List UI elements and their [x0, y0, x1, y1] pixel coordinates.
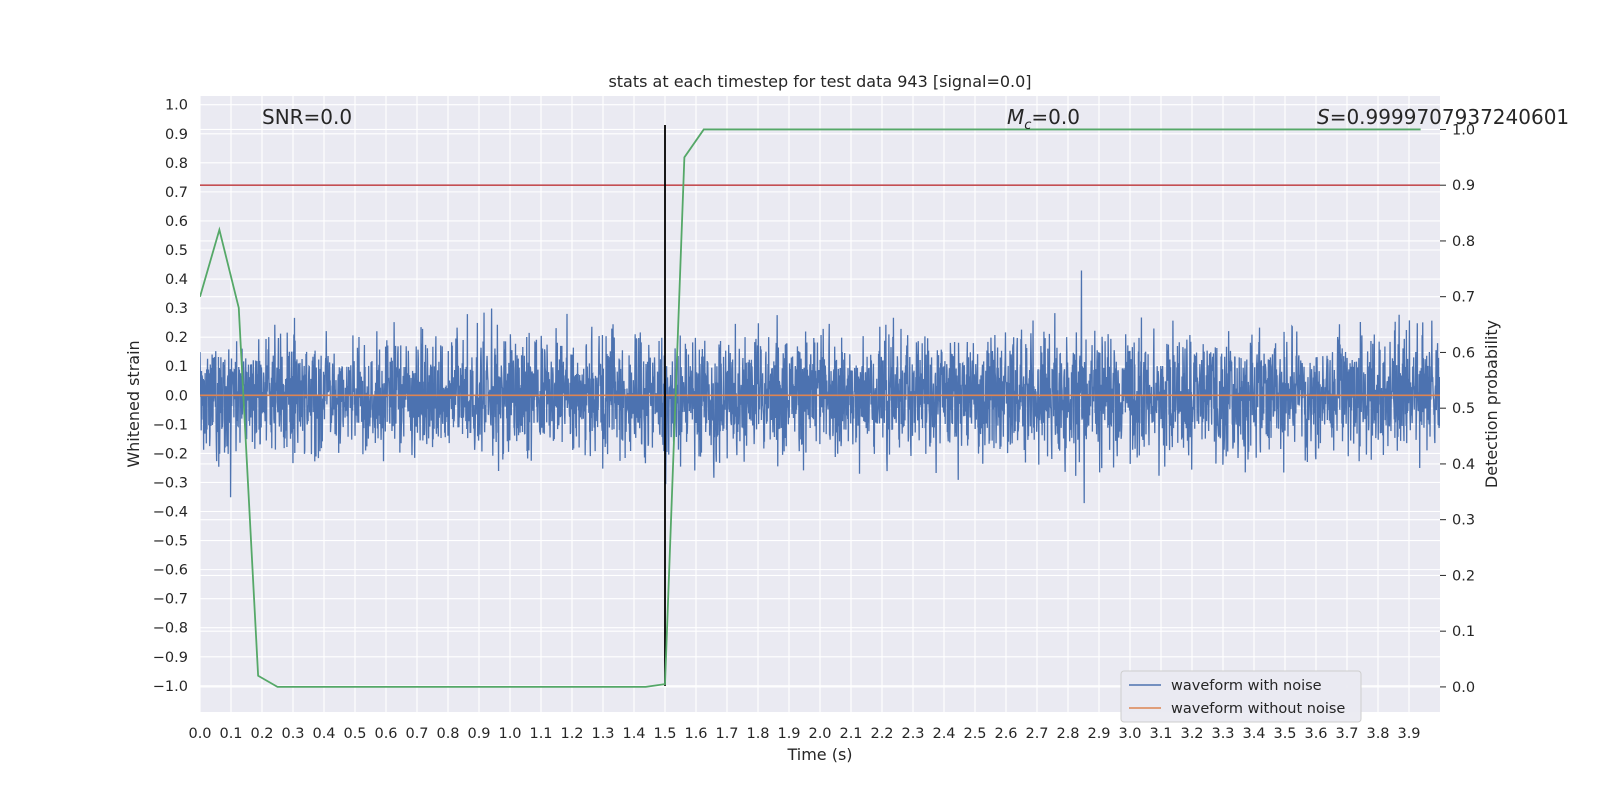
x-tick-label: 1.3 [591, 726, 614, 742]
mc-annotation: Mc=0.0 [1007, 105, 1080, 133]
y-tick-label: 0.6 [165, 214, 188, 230]
x-tick-label: 3.2 [1180, 726, 1203, 742]
x-tick-label: 2.2 [870, 726, 893, 742]
snr-annotation: SNR=0.0 [262, 105, 352, 129]
x-tick-label: 0.7 [405, 726, 428, 742]
y2-axis-label: Detection probability [1482, 320, 1501, 488]
x-tick-label: 1.7 [715, 726, 738, 742]
y2-tick-label: 0.8 [1452, 234, 1475, 250]
y2-tick-label: 0.5 [1452, 401, 1475, 417]
x-tick-label: 2.4 [932, 726, 955, 742]
y-tick-label: 1.0 [165, 98, 188, 114]
x-tick-label: 3.9 [1397, 726, 1420, 742]
y-axis-label: Whitened strain [124, 340, 143, 467]
y2-tick-label: 0.2 [1452, 568, 1475, 584]
x-tick-label: 1.8 [746, 726, 769, 742]
x-tick-label: 2.7 [1025, 726, 1048, 742]
y-tick-label: −0.5 [153, 534, 188, 550]
x-tick-label: 2.1 [839, 726, 862, 742]
x-tick-label: 1.0 [498, 726, 521, 742]
x-tick-label: 0.4 [312, 726, 335, 742]
s-symbol: S [1317, 105, 1330, 129]
x-tick-label: 3.0 [1118, 726, 1141, 742]
x-tick-label: 1.4 [622, 726, 645, 742]
legend-box [1120, 670, 1362, 723]
x-tick-label: 3.7 [1335, 726, 1358, 742]
y2-tick-label: 0.9 [1452, 178, 1475, 194]
x-tick-label: 2.8 [1056, 726, 1079, 742]
y2-tick-label: 0.3 [1452, 513, 1475, 529]
x-tick-label: 1.6 [684, 726, 707, 742]
x-tick-label: 1.5 [653, 726, 676, 742]
y-axis-ticks: 1.0 0.9 0.8 0.7 0.6 0.5 0.4 0.3 0.2 0.1 0.0 −0.1 −0.… [153, 98, 188, 695]
x-tick-label: 3.4 [1242, 726, 1265, 742]
chart-title: stats at each timestep for test data 943… [608, 72, 1031, 91]
x-tick-label: 2.0 [808, 726, 831, 742]
series-group [200, 125, 1440, 688]
y-tick-label: 0.5 [165, 243, 188, 259]
y-tick-label: −0.7 [153, 592, 188, 608]
mc-value: =0.0 [1031, 105, 1080, 129]
y-tick-label: 0.2 [165, 330, 188, 346]
x-axis-label: Time (s) [786, 745, 852, 764]
x-tick-label: 1.2 [560, 726, 583, 742]
x-tick-label: 2.6 [994, 726, 1017, 742]
x-tick-label: 3.3 [1211, 726, 1234, 742]
y2-tick-label: 0.6 [1452, 345, 1475, 361]
legend: waveform with noise waveform without noi… [1120, 670, 1362, 723]
s-value: =0.9999707937240601 [1330, 105, 1569, 129]
s-annotation: S=0.9999707937240601 [1317, 105, 1569, 129]
mc-symbol: M [1007, 105, 1024, 129]
x-tick-label: 0.2 [250, 726, 273, 742]
series-layer [200, 125, 1440, 688]
y-tick-label: 0.0 [165, 388, 188, 404]
y-tick-label: −0.4 [153, 505, 188, 521]
y-tick-label: 0.4 [165, 272, 188, 288]
x-tick-label: 0.0 [188, 726, 211, 742]
x-tick-label: 0.1 [219, 726, 242, 742]
mc-subscript: c [1024, 118, 1031, 133]
x-tick-label: 1.9 [777, 726, 800, 742]
y2-tick-label: 0.0 [1452, 680, 1475, 696]
x-tick-label: 3.1 [1149, 726, 1172, 742]
x-tick-label: 1.1 [529, 726, 552, 742]
x-tick-label: 3.6 [1304, 726, 1327, 742]
y2-tick-label: 1.0 [1452, 122, 1475, 138]
legend-label-clean: waveform without noise [1171, 701, 1345, 717]
legend-label-noise: waveform with noise [1171, 678, 1322, 694]
x-tick-label: 2.5 [963, 726, 986, 742]
y-tick-label: −1.0 [153, 679, 188, 695]
x-tick-label: 2.3 [901, 726, 924, 742]
y2-tick-label: 0.1 [1452, 624, 1475, 640]
x-tick-label: 2.9 [1087, 726, 1110, 742]
y-tick-label: −0.2 [153, 446, 188, 462]
y-tick-label: 0.1 [165, 359, 188, 375]
y-tick-label: −0.1 [153, 417, 188, 433]
y-tick-label: −0.9 [153, 650, 188, 666]
x-tick-label: 0.5 [343, 726, 366, 742]
noise-waveform-line [200, 270, 1440, 504]
x-tick-label: 0.6 [374, 726, 397, 742]
x-tick-label: 0.9 [467, 726, 490, 742]
probability-line [200, 128, 1421, 688]
x-tick-label: 0.8 [436, 726, 459, 742]
y-tick-label: −0.6 [153, 563, 188, 579]
y2-tick-label: 0.4 [1452, 457, 1475, 473]
y-tick-label: 0.8 [165, 156, 188, 172]
x-axis-ticks: 0.0 0.1 0.2 0.3 0.4 0.5 0.6 0.7 0.8 0.9 1.0 1.1 1.2 1… [188, 726, 1420, 742]
y-tick-label: −0.3 [153, 475, 188, 491]
y-tick-label: 0.9 [165, 127, 188, 143]
x-tick-label: 3.8 [1366, 726, 1389, 742]
y2-axis-ticks: 1.0 0.9 0.8 0.7 0.6 0.5 0.4 0.3 0.2 0.1 0.0 [1440, 122, 1475, 696]
x-tick-label: 0.3 [281, 726, 304, 742]
y-tick-label: 0.3 [165, 301, 188, 317]
y-tick-label: −0.8 [153, 621, 188, 637]
y-tick-label: 0.7 [165, 185, 188, 201]
x-tick-label: 3.5 [1273, 726, 1296, 742]
y2-tick-label: 0.7 [1452, 290, 1475, 306]
